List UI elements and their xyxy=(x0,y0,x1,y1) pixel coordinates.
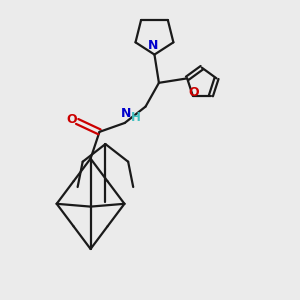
Text: N: N xyxy=(121,107,131,120)
Text: N: N xyxy=(148,39,158,52)
Text: H: H xyxy=(131,111,141,124)
Text: O: O xyxy=(188,86,199,99)
Text: O: O xyxy=(67,113,77,127)
